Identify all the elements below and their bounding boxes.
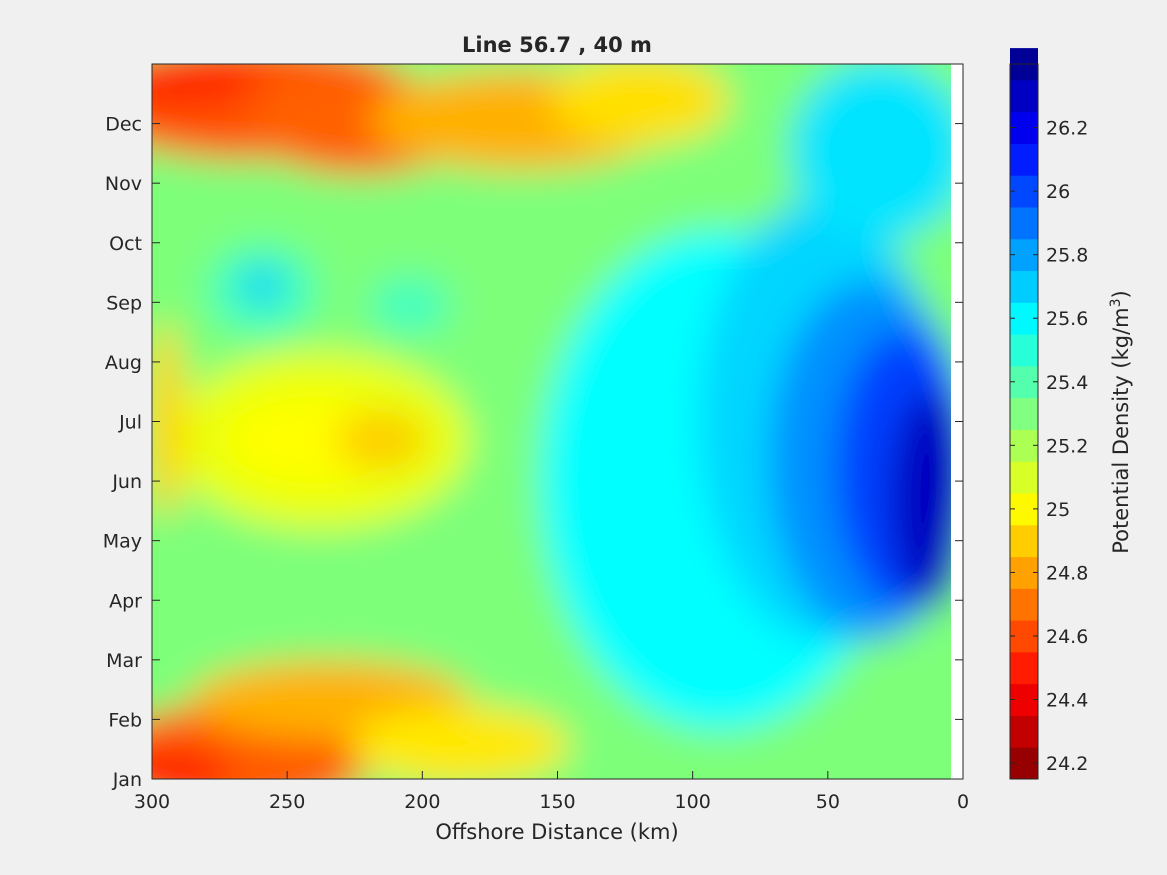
colorbar-tick-label: 26.2 — [1046, 118, 1088, 140]
colorbar-swatch — [1010, 334, 1038, 367]
colorbar — [1009, 48, 1039, 780]
colorbar-swatch — [1010, 524, 1038, 558]
colorbar-swatch — [1010, 207, 1038, 240]
colorbar-swatch — [1010, 588, 1038, 621]
colorbar-tick-label: 25.6 — [1046, 308, 1088, 330]
x-tick-label: 200 — [404, 791, 440, 813]
colorbar-ticks: 24.2 24.4 24.6 24.8 25 25.2 25.4 25.6 25.8 26 26.2 — [1010, 118, 1088, 775]
colorbar-swatch — [1010, 143, 1038, 176]
colorbar-swatch — [1010, 270, 1038, 303]
y-tick-label: May — [103, 531, 142, 553]
y-tick-label: Nov — [105, 173, 142, 195]
x-tick-label: 0 — [957, 791, 969, 813]
colorbar-frame — [1009, 63, 1039, 780]
contour-field — [152, 64, 951, 779]
colorbar-tick-label: 24.6 — [1046, 626, 1088, 648]
x-tick-label: 300 — [134, 791, 170, 813]
y-tick-label: Jun — [111, 471, 142, 493]
chart-title: Line 56.7 , 40 m — [462, 33, 652, 57]
y-tick-label: Sep — [106, 292, 142, 314]
x-axis: 300 250 200 150 100 50 0 — [134, 771, 969, 813]
y-tick-label: Jan — [112, 769, 142, 791]
y-tick-label: Jul — [118, 412, 142, 434]
colorbar-tick-label: 25.8 — [1046, 245, 1088, 267]
colorbar-tick-label: 25 — [1046, 499, 1070, 521]
y-tick-label: Apr — [109, 590, 142, 612]
x-tick-label: 150 — [539, 791, 575, 813]
x-tick-label: 250 — [269, 791, 305, 813]
y-axis: Jan Feb Mar Apr May Jun Jul Aug Sep Oct Nov Dec — [103, 114, 963, 791]
colorbar-tick-label: 24.2 — [1046, 753, 1088, 775]
x-tick-label: 100 — [675, 791, 711, 813]
colorbar-swatch — [1010, 79, 1038, 113]
y-tick-label: Feb — [108, 709, 142, 731]
colorbar-tick-label: 25.4 — [1046, 372, 1088, 394]
colorbar-swatch — [1010, 461, 1038, 494]
y-tick-label: Aug — [105, 352, 142, 374]
x-tick-label: 50 — [816, 791, 840, 813]
colorbar-tick-label: 25.2 — [1046, 435, 1088, 457]
y-tick-label: Oct — [109, 233, 142, 255]
colorbar-tick-label: 24.4 — [1046, 690, 1088, 712]
y-tick-label: Mar — [106, 650, 142, 672]
colorbar-swatch — [1010, 715, 1038, 748]
colorbar-swatch — [1010, 651, 1038, 685]
colorbar-tick-label: 26 — [1046, 181, 1070, 203]
colorbar-label: Potential Density (kg/m3) — [1108, 290, 1133, 554]
x-axis-label: Offshore Distance (km) — [435, 820, 678, 844]
colorbar-swatch — [1010, 397, 1038, 430]
y-tick-label: Dec — [105, 114, 142, 136]
colorbar-tick-label: 24.8 — [1046, 562, 1088, 584]
